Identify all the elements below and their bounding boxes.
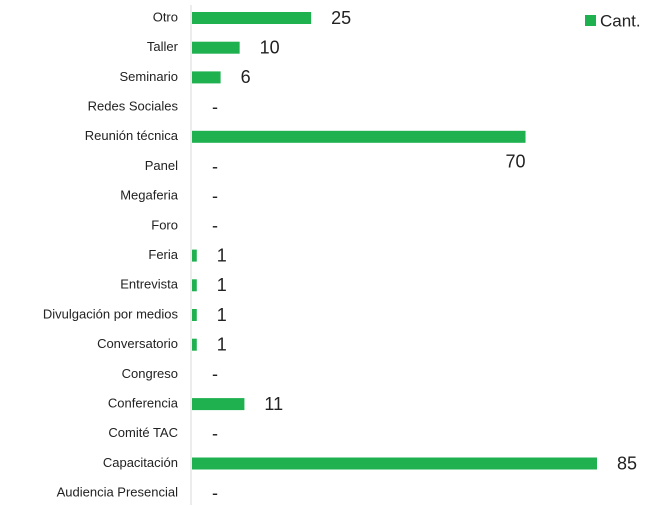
value-label: 1	[217, 275, 227, 295]
category-label: Reunión técnica	[85, 128, 179, 143]
category-label: Audiencia Presencial	[57, 485, 179, 500]
category-label: Seminario	[119, 69, 178, 84]
value-label: 10	[260, 37, 280, 57]
category-label: Redes Sociales	[88, 99, 179, 114]
value-label: -	[212, 364, 218, 384]
value-label: -	[212, 97, 218, 117]
value-label: 6	[241, 67, 251, 87]
legend-label: Cant.	[600, 11, 641, 30]
category-label: Conferencia	[108, 396, 179, 411]
bar	[192, 130, 526, 143]
value-label: -	[212, 216, 218, 236]
value-label: 25	[331, 8, 351, 28]
category-label: Megaferia	[120, 188, 179, 203]
category-label: Taller	[147, 39, 179, 54]
bar	[192, 71, 221, 84]
category-label: Congreso	[122, 366, 178, 381]
value-label: -	[212, 483, 218, 503]
value-label: 1	[217, 245, 227, 265]
category-label: Entrevista	[120, 277, 179, 292]
category-label: Capacitación	[103, 455, 178, 470]
bar	[192, 457, 597, 470]
value-label: 1	[217, 334, 227, 354]
bar	[192, 279, 197, 292]
bar	[192, 338, 197, 351]
value-label: 1	[217, 305, 227, 325]
value-label: -	[212, 186, 218, 206]
bar	[192, 309, 197, 321]
value-label: -	[212, 424, 218, 444]
bar	[192, 12, 312, 24]
category-label: Otro	[153, 9, 178, 24]
category-label: Conversatorio	[97, 336, 178, 351]
category-label: Divulgación por medios	[43, 306, 179, 321]
category-label: Panel	[145, 158, 178, 173]
category-label: Feria	[148, 247, 178, 262]
value-label: -	[212, 156, 218, 176]
value-label: 85	[617, 453, 637, 473]
category-label: Foro	[151, 217, 178, 232]
legend-swatch	[585, 15, 596, 26]
value-label: 11	[264, 394, 283, 414]
value-label: 70	[505, 152, 525, 172]
category-label: Comité TAC	[108, 425, 178, 440]
bar	[192, 249, 197, 262]
bar	[192, 398, 245, 411]
bar	[192, 41, 240, 54]
